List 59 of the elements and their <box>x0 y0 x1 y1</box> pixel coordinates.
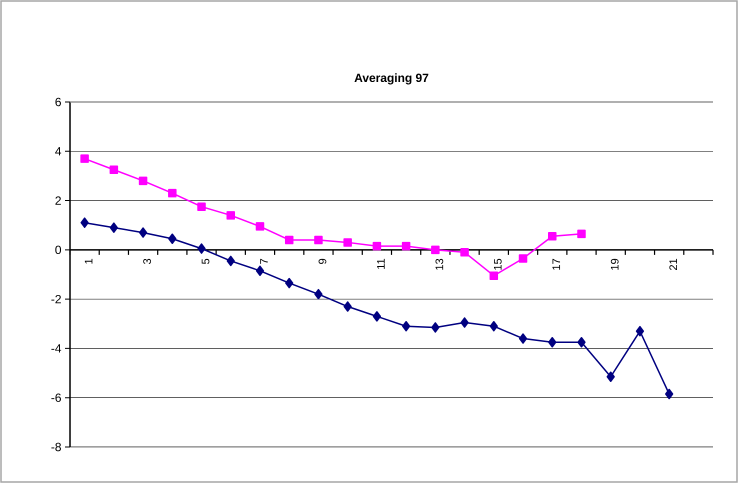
point <box>431 322 440 333</box>
point <box>256 266 264 276</box>
point <box>372 242 382 250</box>
point <box>110 222 118 233</box>
x-tick-label: 19 <box>610 258 619 270</box>
y-tick-label: 0 <box>55 246 62 254</box>
point <box>80 217 89 228</box>
point <box>314 236 323 244</box>
point <box>138 227 148 238</box>
point <box>168 233 176 244</box>
point <box>460 317 469 328</box>
point <box>344 301 352 312</box>
point <box>431 246 440 254</box>
y-tick-label: -6 <box>51 393 61 402</box>
point <box>110 165 118 174</box>
x-tick-label: 7 <box>260 258 268 264</box>
y-tick-label: -8 <box>51 442 61 452</box>
point <box>548 232 557 241</box>
x-tick-label: 3 <box>143 258 151 264</box>
point <box>284 236 294 244</box>
y-tick-label: 2 <box>55 196 61 205</box>
y-tick-label: 6 <box>55 98 61 106</box>
point <box>518 333 528 344</box>
point <box>460 248 469 257</box>
y-tick-label: -4 <box>51 344 62 353</box>
point <box>665 388 674 400</box>
x-tick-label: 11 <box>377 258 385 269</box>
x-tick-label: 5 <box>202 258 210 264</box>
point <box>490 320 498 332</box>
point <box>518 254 528 263</box>
x-tick-label: 13 <box>435 258 444 270</box>
point <box>402 320 410 332</box>
point <box>80 154 89 163</box>
point <box>256 222 264 231</box>
point <box>402 242 410 250</box>
y-tick-label: -2 <box>51 294 61 304</box>
x-tick-label: 15 <box>494 258 502 270</box>
point <box>314 288 323 300</box>
x-tick-label: 17 <box>552 258 560 270</box>
point <box>285 278 294 288</box>
x-tick-label: 1 <box>84 258 92 264</box>
point <box>138 176 148 186</box>
point <box>372 311 382 322</box>
y-tick-label: 4 <box>55 147 62 156</box>
point <box>226 211 236 220</box>
point <box>548 337 556 348</box>
chart-title: Averaging 97 <box>354 73 428 84</box>
point <box>636 326 644 336</box>
point <box>197 202 206 211</box>
point <box>490 271 498 280</box>
point <box>577 337 586 348</box>
point <box>606 372 615 382</box>
point <box>577 230 586 238</box>
point <box>197 243 206 254</box>
x-tick-label: 9 <box>318 258 326 264</box>
x-tick-label: 21 <box>669 258 677 270</box>
point <box>343 238 352 247</box>
point <box>226 256 235 266</box>
point <box>168 188 177 198</box>
